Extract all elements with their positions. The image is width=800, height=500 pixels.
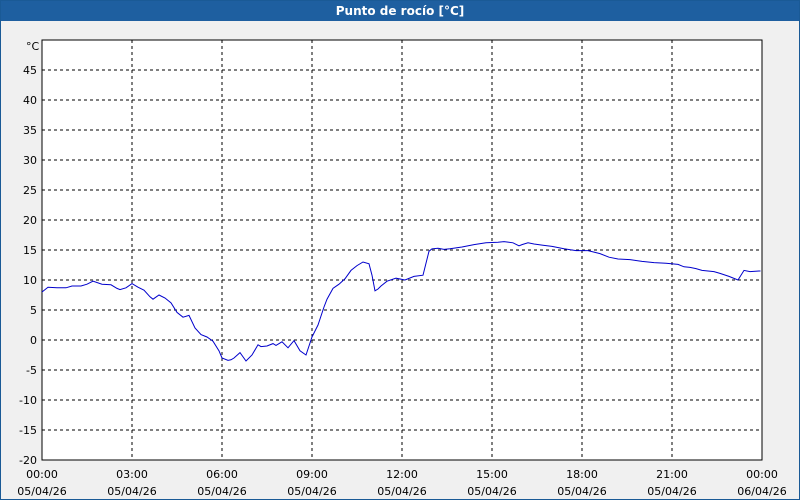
- y-tick-label: 20: [23, 214, 37, 227]
- x-axis-ticks: 00:00 05/04/26 03:00 05/04/26 06:00 05/04/26 0…: [17, 468, 786, 498]
- y-tick-label: 35: [23, 124, 37, 137]
- y-tick-label: 25: [23, 184, 37, 197]
- y-tick-label: -20: [19, 454, 37, 467]
- x-tick-date: 05/04/26: [377, 485, 426, 498]
- y-tick-label: -15: [19, 424, 37, 437]
- series-line: [41, 241, 761, 362]
- y-axis-label: °C: [26, 40, 40, 53]
- x-tick-date: 05/04/26: [647, 485, 696, 498]
- y-tick-label: -10: [19, 394, 37, 407]
- x-tick-time: 03:00: [116, 468, 148, 481]
- grid: [42, 40, 762, 460]
- y-tick-label: 45: [23, 64, 37, 77]
- x-tick-time: 12:00: [386, 468, 418, 481]
- x-tick-time: 06:00: [206, 468, 238, 481]
- x-tick-date: 06/04/26: [737, 485, 786, 498]
- x-tick-date: 05/04/26: [17, 485, 66, 498]
- dew-point-chart: °C -20 -15 -10 -5 0 5 10 15 20 25 30 35 40 45 00:00 05…: [17, 39, 787, 498]
- window-title: Punto de rocío [°C]: [1, 1, 799, 21]
- x-tick-date: 05/04/26: [287, 485, 336, 498]
- y-tick-label: 0: [30, 334, 37, 347]
- x-tick-time: 00:00: [26, 468, 58, 481]
- y-tick-label: -5: [26, 364, 37, 377]
- y-tick-label: 5: [30, 304, 37, 317]
- x-tick-date: 05/04/26: [557, 485, 606, 498]
- y-tick-label: 10: [23, 274, 37, 287]
- x-tick-date: 05/04/26: [197, 485, 246, 498]
- y-tick-label: 40: [23, 94, 37, 107]
- x-tick-time: 09:00: [296, 468, 328, 481]
- x-tick-date: 05/04/26: [467, 485, 516, 498]
- x-tick-date: 05/04/26: [107, 485, 156, 498]
- y-axis-ticks: -20 -15 -10 -5 0 5 10 15 20 25 30 35 40 45: [19, 64, 37, 467]
- x-tick-time: 21:00: [656, 468, 688, 481]
- x-tick-time: 00:00: [746, 468, 778, 481]
- x-tick-time: 18:00: [566, 468, 598, 481]
- y-tick-label: 30: [23, 154, 37, 167]
- x-tick-time: 15:00: [476, 468, 508, 481]
- y-tick-label: 15: [23, 244, 37, 257]
